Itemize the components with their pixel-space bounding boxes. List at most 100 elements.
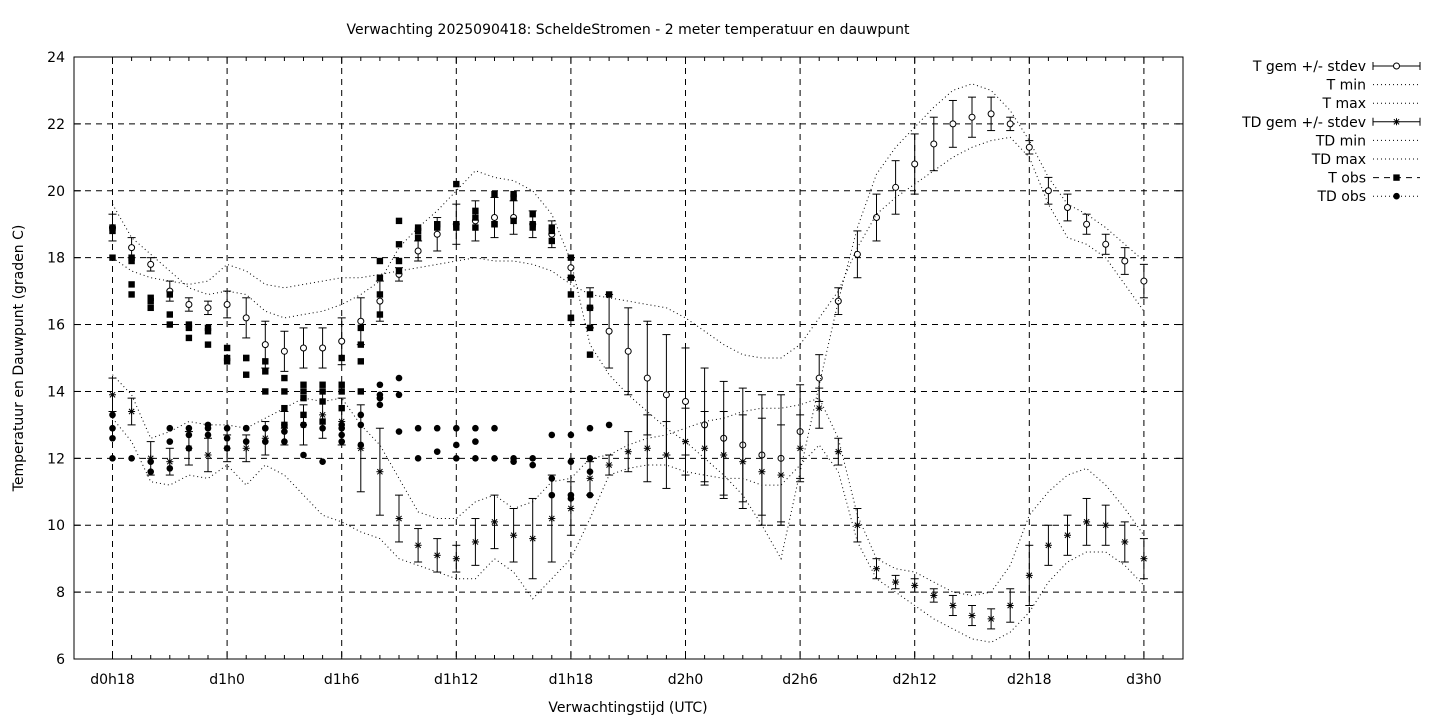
data-point bbox=[242, 438, 250, 445]
x-tick-label: d2h6 bbox=[782, 672, 818, 688]
data-point bbox=[472, 224, 479, 231]
data-point bbox=[491, 221, 498, 228]
data-point bbox=[319, 418, 326, 425]
data-point bbox=[815, 374, 823, 382]
legend-item: T obs bbox=[1327, 171, 1420, 187]
data-point bbox=[300, 344, 307, 352]
data-point bbox=[777, 471, 785, 479]
data-point bbox=[662, 451, 670, 459]
data-point bbox=[567, 458, 575, 465]
data-point bbox=[987, 615, 995, 623]
data-point bbox=[586, 291, 594, 298]
data-point bbox=[892, 183, 900, 191]
series-line bbox=[112, 374, 1145, 597]
data-point bbox=[701, 444, 709, 452]
data-point bbox=[338, 388, 345, 395]
data-point bbox=[242, 424, 250, 432]
data-point bbox=[758, 468, 766, 476]
data-point bbox=[510, 194, 517, 201]
data-point bbox=[433, 424, 441, 432]
data-point bbox=[1044, 541, 1052, 549]
data-point bbox=[472, 438, 479, 445]
data-point bbox=[147, 304, 154, 312]
data-point bbox=[414, 227, 422, 235]
data-point bbox=[376, 257, 384, 265]
data-point bbox=[300, 381, 307, 388]
x-tick-label: d1h12 bbox=[434, 672, 478, 688]
x-tick-label: d2h12 bbox=[892, 672, 936, 688]
series-1 bbox=[112, 136, 1145, 359]
data-point bbox=[147, 260, 155, 268]
legend-label: TD max bbox=[1311, 152, 1366, 168]
data-point bbox=[338, 354, 345, 362]
data-point bbox=[892, 578, 900, 586]
y-tick-label: 6 bbox=[56, 652, 65, 668]
data-point bbox=[433, 230, 441, 238]
data-point bbox=[357, 388, 364, 395]
data-point bbox=[223, 434, 231, 442]
data-point bbox=[243, 354, 250, 362]
data-point bbox=[223, 358, 231, 365]
data-point bbox=[357, 358, 364, 365]
data-point bbox=[300, 421, 307, 429]
legend-label: T obs bbox=[1327, 171, 1366, 187]
data-point bbox=[109, 424, 116, 432]
data-point bbox=[1121, 538, 1129, 546]
legend-item: T max bbox=[1321, 96, 1420, 112]
data-point bbox=[567, 264, 575, 272]
data-point bbox=[433, 551, 441, 559]
data-point bbox=[357, 341, 364, 348]
data-point bbox=[548, 237, 555, 245]
data-point bbox=[147, 468, 154, 476]
data-point bbox=[1102, 521, 1110, 529]
legend: T gem +/- stdev T min T max TD gem +/- stde… bbox=[1241, 59, 1421, 205]
data-point bbox=[281, 404, 288, 412]
data-point bbox=[472, 455, 479, 462]
data-point bbox=[357, 324, 364, 332]
data-point bbox=[128, 244, 136, 252]
legend-item: T gem +/- stdev bbox=[1252, 59, 1421, 75]
data-point bbox=[548, 491, 556, 499]
data-point bbox=[338, 424, 346, 432]
data-point bbox=[109, 224, 116, 231]
data-point bbox=[548, 224, 555, 231]
data-point bbox=[682, 438, 689, 446]
data-point bbox=[319, 388, 326, 395]
data-point bbox=[853, 250, 861, 258]
x-tick-label: d1h6 bbox=[324, 672, 360, 688]
data-point bbox=[319, 398, 326, 405]
data-point bbox=[586, 474, 594, 482]
data-point bbox=[472, 207, 479, 215]
data-point bbox=[185, 321, 193, 328]
x-tick-label: d2h0 bbox=[668, 672, 704, 688]
data-point bbox=[204, 451, 212, 459]
data-point bbox=[471, 538, 479, 546]
data-point bbox=[109, 411, 116, 419]
x-tick-label: d3h0 bbox=[1126, 672, 1162, 688]
data-point bbox=[834, 297, 842, 305]
legend-label: TD obs bbox=[1316, 189, 1366, 205]
data-point bbox=[204, 328, 212, 335]
data-point bbox=[1140, 277, 1148, 285]
data-point bbox=[204, 324, 212, 332]
data-point bbox=[338, 438, 346, 445]
data-point bbox=[280, 347, 288, 355]
legend-label: TD min bbox=[1315, 133, 1366, 149]
data-point bbox=[319, 344, 327, 352]
legend-item: TD max bbox=[1311, 152, 1420, 168]
data-point bbox=[452, 555, 460, 563]
data-point bbox=[853, 521, 861, 529]
data-point bbox=[395, 515, 403, 523]
data-point bbox=[300, 388, 307, 395]
y-tick-label: 16 bbox=[47, 318, 65, 334]
data-point bbox=[453, 180, 460, 188]
data-point bbox=[567, 274, 575, 281]
data-point bbox=[491, 518, 498, 526]
data-point bbox=[529, 210, 536, 218]
chart-title: Verwachting 2025090418: ScheldeStromen -… bbox=[347, 22, 911, 38]
data-point bbox=[911, 581, 919, 589]
data-point bbox=[968, 113, 976, 121]
y-tick-label: 20 bbox=[47, 184, 65, 200]
data-point bbox=[338, 431, 346, 439]
data-point bbox=[262, 438, 269, 445]
